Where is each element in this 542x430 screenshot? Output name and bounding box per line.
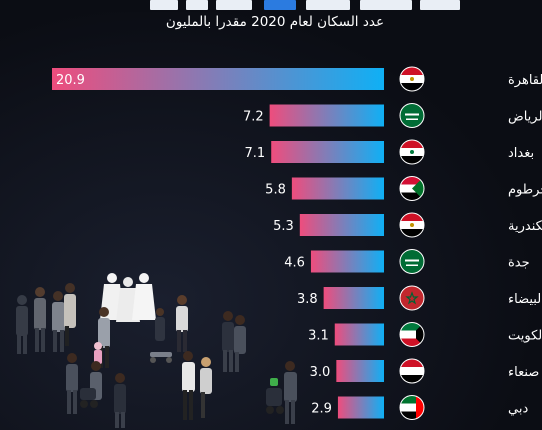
bar-2 — [269, 104, 384, 127]
value-label: 7.1 — [245, 146, 266, 161]
sudan-flag-icon — [399, 176, 425, 201]
value-label: 5.3 — [273, 219, 294, 234]
category-label: الإسكندرية — [508, 219, 542, 234]
category-label: القاهرة — [508, 73, 542, 88]
saudi-flag-icon — [399, 249, 425, 274]
bar-6 — [310, 250, 384, 273]
value-label: 3.1 — [308, 329, 329, 344]
bar-group — [52, 68, 384, 419]
saudi-flag-icon — [399, 103, 425, 128]
morocco-flag-icon — [399, 285, 425, 311]
category-label: الدار البيضاء — [508, 292, 542, 307]
uae-flag-icon — [399, 395, 425, 420]
value-label: 5.8 — [265, 183, 286, 198]
bar-5 — [299, 214, 384, 236]
value-labels: 20.9 7.2 7.1 5.8 5.3 4.6 3.8 3.1 3.0 2.9 — [56, 73, 332, 417]
bar-1 — [52, 68, 384, 90]
category-label: صنعاء — [508, 365, 539, 380]
value-label: 2.9 — [311, 402, 332, 417]
chart-subtitle: عدد السكان لعام 2020 مقدرا بالمليون — [165, 14, 384, 30]
bar-4 — [291, 177, 384, 200]
iraq-flag-icon — [399, 139, 425, 165]
value-label: 7.2 — [243, 110, 264, 125]
category-label: بغداد — [508, 146, 534, 161]
flag-group — [399, 66, 425, 420]
kuwait-flag-icon — [399, 322, 425, 347]
bar-7 — [323, 287, 384, 309]
bar-9 — [336, 360, 384, 382]
value-label: 3.8 — [297, 292, 318, 307]
yemen-flag-icon — [399, 358, 425, 384]
title-fragment — [0, 0, 542, 12]
category-label: جدة — [508, 256, 530, 271]
bar-8 — [334, 323, 384, 346]
category-label: الخرطوم — [508, 183, 542, 198]
bar-10 — [337, 396, 384, 419]
egypt-flag-icon — [399, 66, 425, 92]
category-labels: القاهرة الرياض بغداد الخرطوم الإسكندرية جدة ال… — [508, 73, 542, 417]
value-label: 4.6 — [284, 256, 305, 271]
egypt-flag-icon — [399, 212, 425, 238]
value-label: 3.0 — [310, 365, 331, 380]
bar-3 — [271, 141, 384, 163]
value-label: 20.9 — [56, 73, 85, 88]
category-label: الكويت — [508, 329, 542, 344]
category-label: الرياض — [508, 110, 542, 125]
crowd-illustration — [16, 273, 297, 428]
category-label: دبي — [508, 402, 528, 417]
